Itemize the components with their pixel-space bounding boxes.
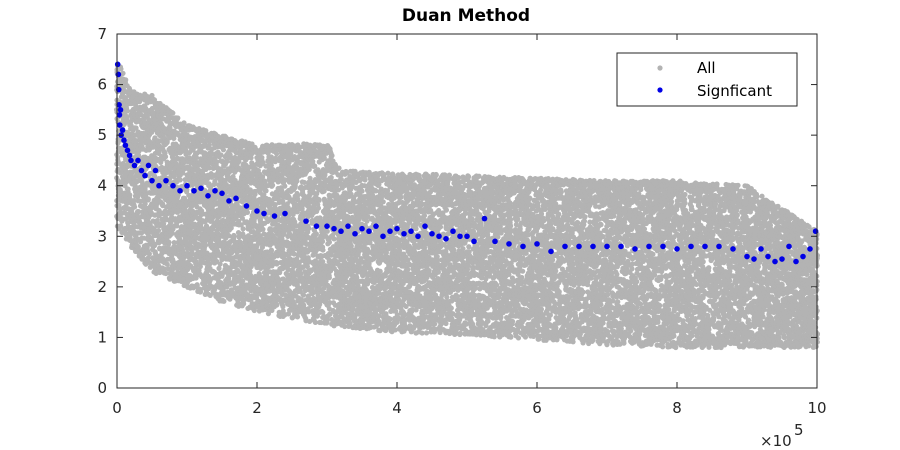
all-point [268, 247, 275, 253]
all-point [274, 302, 280, 308]
all-point [207, 275, 213, 281]
all-point [292, 185, 298, 191]
all-point [244, 209, 251, 215]
all-point [115, 157, 121, 163]
all-point [133, 125, 139, 131]
all-point [121, 121, 127, 128]
all-point [145, 196, 151, 202]
all-point [316, 196, 322, 203]
all-point [146, 251, 152, 257]
all-point [132, 204, 138, 210]
all-point [203, 242, 209, 248]
all-point [155, 227, 162, 234]
all-point [282, 183, 288, 189]
all-point [124, 108, 130, 114]
all-point [125, 186, 131, 192]
chart-title: Duan Method [402, 6, 530, 26]
all-point [252, 191, 258, 197]
all-point [248, 155, 254, 161]
all-point [177, 177, 183, 183]
all-point [260, 226, 266, 232]
all-point [282, 223, 289, 229]
all-point [162, 154, 169, 160]
all-point [193, 154, 199, 161]
all-point [175, 115, 181, 121]
all-point [294, 178, 300, 184]
all-point [329, 153, 335, 159]
all-point [324, 320, 330, 326]
all-point [298, 297, 305, 303]
all-point [313, 231, 319, 237]
all-point [221, 298, 227, 304]
all-point [118, 223, 124, 229]
all-point [331, 236, 337, 242]
all-point [164, 261, 170, 267]
all-point [324, 228, 330, 234]
all-point [118, 66, 124, 72]
all-point [216, 265, 222, 271]
all-point [269, 182, 276, 188]
all-point [124, 114, 130, 121]
all-point [322, 178, 329, 184]
all-point [306, 225, 312, 231]
all-point [241, 301, 247, 307]
all-point [120, 70, 126, 76]
all-point [119, 215, 125, 222]
all-point [240, 226, 246, 232]
all-point [131, 198, 137, 204]
all-point [127, 192, 133, 198]
all-series-layer [113, 63, 821, 351]
all-point [240, 278, 246, 284]
all-point [263, 188, 269, 194]
all-point [326, 239, 333, 245]
all-point [214, 159, 220, 165]
all-point [327, 311, 333, 317]
all-point [123, 77, 129, 83]
all-point [166, 239, 172, 245]
all-point [326, 275, 332, 281]
all-point [320, 247, 326, 253]
all-point [169, 256, 176, 262]
all-point [170, 110, 176, 116]
all-point [310, 158, 316, 165]
all-point [321, 155, 327, 161]
all-point [294, 314, 301, 320]
